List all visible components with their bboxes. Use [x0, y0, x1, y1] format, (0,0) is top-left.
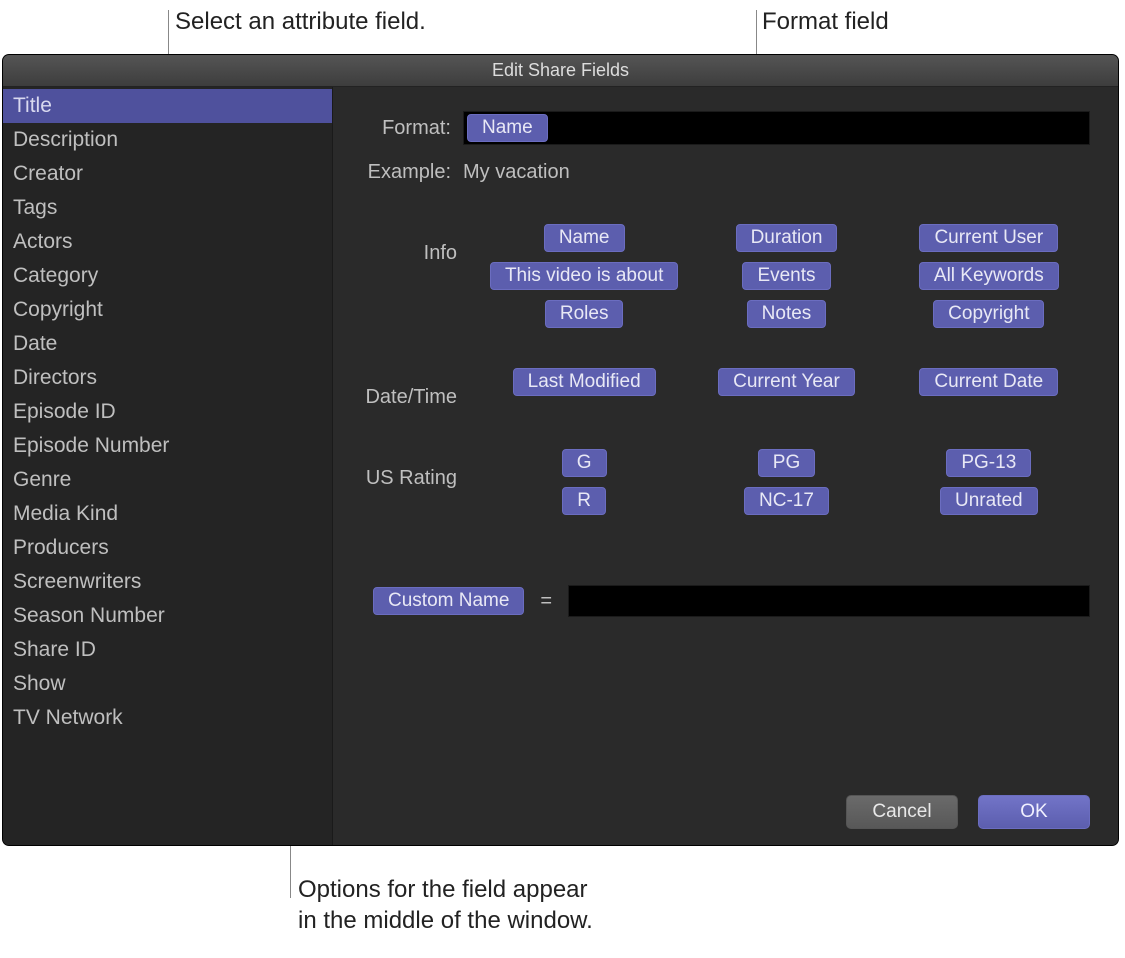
token-row: Name Duration Current User [483, 224, 1090, 252]
edit-share-fields-window: Edit Share Fields TitleDescriptionCreato… [3, 55, 1118, 845]
token-row: Last Modified Current Year Current Date [483, 368, 1090, 396]
sidebar-item[interactable]: Season Number [3, 599, 332, 633]
token-option[interactable]: Events [742, 262, 830, 290]
token-grid: Last Modified Current Year Current Date [483, 368, 1090, 396]
ok-button[interactable]: OK [978, 795, 1090, 829]
callout-format: Format field [762, 6, 889, 37]
format-token[interactable]: Name [467, 114, 548, 142]
token-section: US Rating G PG PG-13 R NC-17 Unrated [343, 449, 1090, 515]
sidebar-item[interactable]: Description [3, 123, 332, 157]
token-option[interactable]: Current Year [718, 368, 855, 396]
token-option[interactable]: Current User [919, 224, 1058, 252]
cancel-button[interactable]: Cancel [846, 795, 958, 829]
window-titlebar: Edit Share Fields [3, 55, 1118, 87]
token-option[interactable]: R [562, 487, 606, 515]
sidebar-item[interactable]: Creator [3, 157, 332, 191]
sidebar-item[interactable]: Share ID [3, 633, 332, 667]
sidebar-item[interactable]: Directors [3, 361, 332, 395]
attribute-sidebar: TitleDescriptionCreatorTagsActorsCategor… [3, 87, 333, 845]
sidebar-item[interactable]: Tags [3, 191, 332, 225]
token-row: R NC-17 Unrated [483, 487, 1090, 515]
example-value: My vacation [463, 161, 570, 184]
token-row: Roles Notes Copyright [483, 300, 1090, 328]
sidebar-item[interactable]: Genre [3, 463, 332, 497]
token-option[interactable]: Duration [736, 224, 838, 252]
token-option[interactable]: PG-13 [946, 449, 1031, 477]
token-option[interactable]: Copyright [933, 300, 1044, 328]
window-title: Edit Share Fields [492, 60, 629, 81]
token-option[interactable]: Roles [545, 300, 624, 328]
equals-sign: = [534, 590, 558, 613]
token-grid: Name Duration Current User This video is ab… [483, 224, 1090, 328]
token-option[interactable]: Current Date [919, 368, 1058, 396]
example-row: Example: My vacation [343, 161, 1090, 184]
sidebar-item[interactable]: Media Kind [3, 497, 332, 531]
section-label: Date/Time [343, 368, 483, 409]
token-option[interactable]: Notes [747, 300, 827, 328]
token-row: This video is about Events All Keywords [483, 262, 1090, 290]
format-row: Format: Name [343, 111, 1090, 145]
section-label: US Rating [343, 449, 483, 490]
sidebar-item[interactable]: Title [3, 89, 332, 123]
sidebar-item[interactable]: Screenwriters [3, 565, 332, 599]
token-option[interactable]: This video is about [490, 262, 678, 290]
custom-name-row: Custom Name = [343, 585, 1090, 617]
callout-options: Options for the field appear in the midd… [298, 874, 593, 936]
format-label: Format: [343, 117, 463, 140]
sidebar-item[interactable]: Producers [3, 531, 332, 565]
token-row: G PG PG-13 [483, 449, 1090, 477]
sidebar-item[interactable]: Episode ID [3, 395, 332, 429]
sidebar-item[interactable]: Episode Number [3, 429, 332, 463]
sidebar-item[interactable]: Date [3, 327, 332, 361]
token-section: Info Name Duration Current User This video i… [343, 224, 1090, 328]
token-option[interactable]: Unrated [940, 487, 1038, 515]
token-section: Date/Time Last Modified Current Year Curren… [343, 368, 1090, 409]
dialog-buttons: Cancel OK [846, 795, 1090, 829]
main-panel: Format: Name Example: My vacation InfoNa… [333, 87, 1118, 845]
sidebar-item[interactable]: Actors [3, 225, 332, 259]
window-body: TitleDescriptionCreatorTagsActorsCategor… [3, 87, 1118, 845]
callout-attribute: Select an attribute field. [175, 6, 426, 37]
token-option[interactable]: NC-17 [744, 487, 829, 515]
sidebar-item[interactable]: Category [3, 259, 332, 293]
sidebar-item[interactable]: Show [3, 667, 332, 701]
example-label: Example: [343, 161, 463, 184]
token-option[interactable]: All Keywords [919, 262, 1059, 290]
custom-name-token[interactable]: Custom Name [373, 587, 524, 615]
section-label: Info [343, 224, 483, 265]
token-option[interactable]: PG [758, 449, 815, 477]
token-option[interactable]: G [562, 449, 607, 477]
format-field[interactable]: Name [463, 111, 1090, 145]
token-option[interactable]: Name [544, 224, 625, 252]
custom-name-input[interactable] [568, 585, 1090, 617]
token-grid: G PG PG-13 R NC-17 Unrated [483, 449, 1090, 515]
token-option[interactable]: Last Modified [513, 368, 656, 396]
token-sections: Info Name Duration Current User This video i… [343, 224, 1090, 515]
sidebar-item[interactable]: TV Network [3, 701, 332, 735]
sidebar-item[interactable]: Copyright [3, 293, 332, 327]
